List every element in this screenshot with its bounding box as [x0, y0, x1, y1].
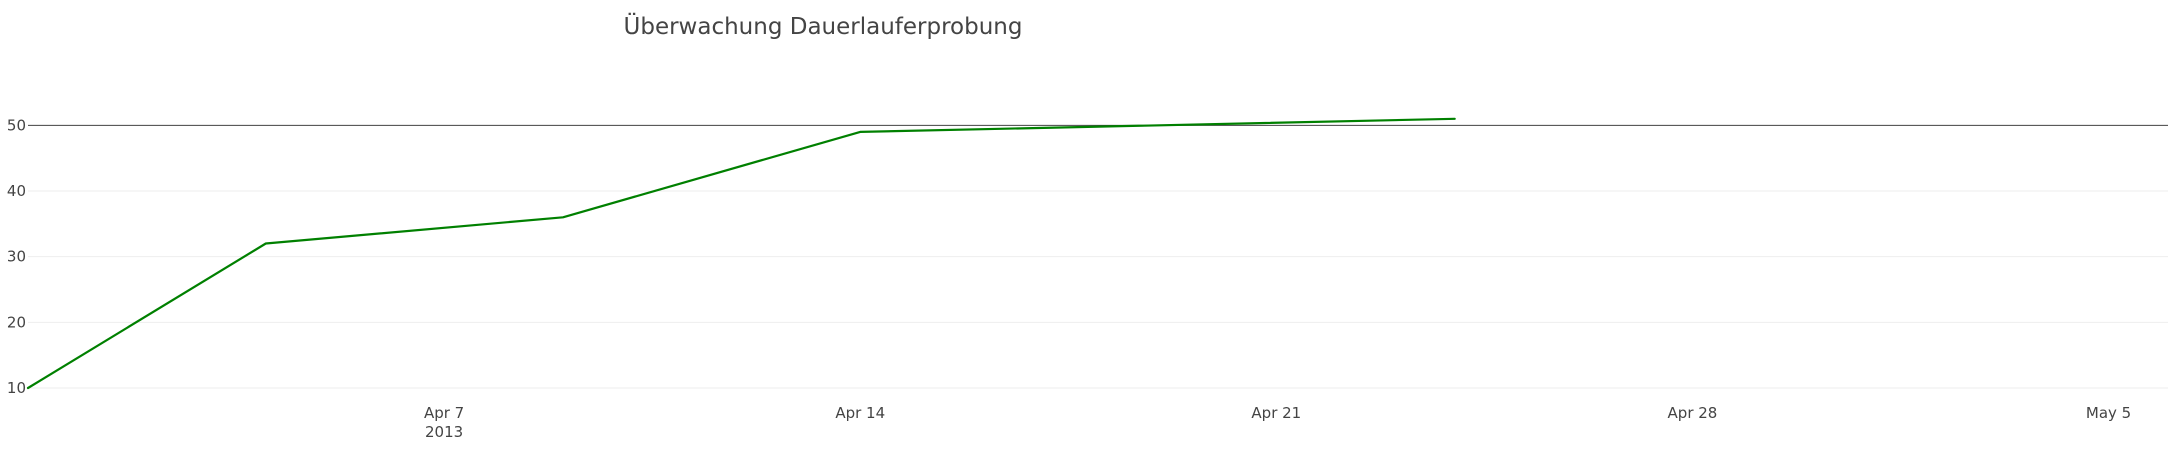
y-tick-label: 40: [7, 182, 26, 200]
y-tick-label: 30: [7, 248, 26, 266]
chart-title: Überwachung Dauerlauferprobung: [623, 14, 1023, 40]
x-tick-label: May 5: [2086, 404, 2131, 422]
x-tick-label: Apr 21: [1251, 404, 1301, 422]
series-line: [26, 117, 1456, 390]
x-tick-label: Apr 7: [424, 404, 464, 422]
y-tick-label: 20: [7, 313, 26, 331]
x-tick-label: Apr 14: [835, 404, 885, 422]
x-tick-sublabel: 2013: [425, 423, 463, 441]
x-tick-label: Apr 28: [1668, 404, 1718, 422]
y-tick-label: 50: [7, 116, 26, 134]
y-tick-label: 10: [7, 379, 26, 397]
